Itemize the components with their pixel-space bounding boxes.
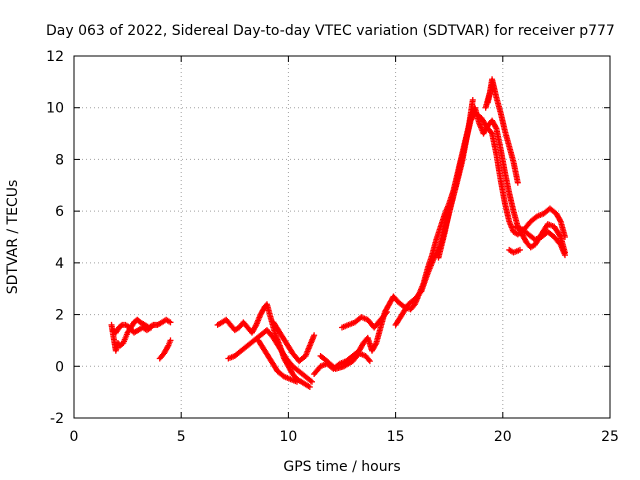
- data-point: [252, 323, 259, 330]
- data-series-track: [255, 337, 300, 385]
- y-tick-label: 6: [55, 204, 64, 220]
- data-point: [308, 378, 315, 385]
- y-axis-label: SDTVAR / TECUs: [5, 180, 21, 295]
- axis-ticks: 0 5 10 15 20 25 -2 0 2 4 6 8 10 12: [46, 49, 619, 445]
- data-point: [556, 217, 563, 224]
- data-point: [516, 246, 523, 253]
- data-point: [489, 81, 496, 88]
- data-point: [164, 343, 171, 350]
- data-point: [167, 337, 174, 344]
- data-point: [492, 124, 499, 131]
- x-tick-label: 10: [279, 429, 297, 445]
- data-series-track: [506, 246, 523, 256]
- data-series-track: [339, 308, 391, 331]
- data-point: [148, 324, 155, 331]
- data-series-track: [435, 96, 476, 261]
- data-series-track: [156, 337, 174, 362]
- x-axis-label: GPS time / hours: [283, 459, 400, 475]
- data-points: [108, 76, 568, 390]
- y-tick-label: 12: [46, 49, 64, 65]
- y-tick-label: 0: [55, 359, 64, 375]
- data-point: [382, 310, 389, 317]
- y-tick-label: 10: [46, 101, 64, 117]
- data-series-track: [109, 321, 155, 336]
- data-series-track: [512, 223, 568, 259]
- data-series-track: [392, 109, 568, 328]
- data-point: [293, 378, 300, 385]
- data-point: [366, 358, 373, 365]
- x-tick-label: 5: [177, 429, 186, 445]
- data-point: [311, 332, 318, 339]
- data-series-track: [317, 350, 373, 372]
- data-point: [307, 377, 314, 384]
- data-point: [372, 341, 379, 348]
- data-point: [384, 308, 391, 315]
- y-tick-label: -2: [50, 411, 64, 427]
- data-point: [561, 252, 568, 259]
- data-series-track: [270, 319, 318, 365]
- data-series-track: [484, 81, 496, 106]
- data-series-track: [311, 104, 568, 378]
- data-point: [306, 383, 313, 390]
- y-tick-label: 2: [55, 308, 64, 324]
- plot-frame: [73, 55, 611, 419]
- x-tick-label: 15: [387, 429, 405, 445]
- data-point: [167, 319, 174, 326]
- data-point: [118, 322, 125, 329]
- data-point: [561, 234, 568, 240]
- x-tick-label: 25: [601, 429, 619, 445]
- data-point: [514, 179, 521, 186]
- y-tick-label: 8: [55, 152, 64, 168]
- y-tick-label: 4: [55, 256, 64, 272]
- data-point: [365, 356, 372, 363]
- x-tick-label: 0: [70, 429, 79, 445]
- x-tick-label: 20: [494, 429, 512, 445]
- chart-title: Day 063 of 2022, Sidereal Day-to-day VTE…: [46, 23, 615, 39]
- data-point: [469, 96, 476, 103]
- data-series-track: [108, 316, 174, 354]
- data-series-track: [225, 327, 315, 385]
